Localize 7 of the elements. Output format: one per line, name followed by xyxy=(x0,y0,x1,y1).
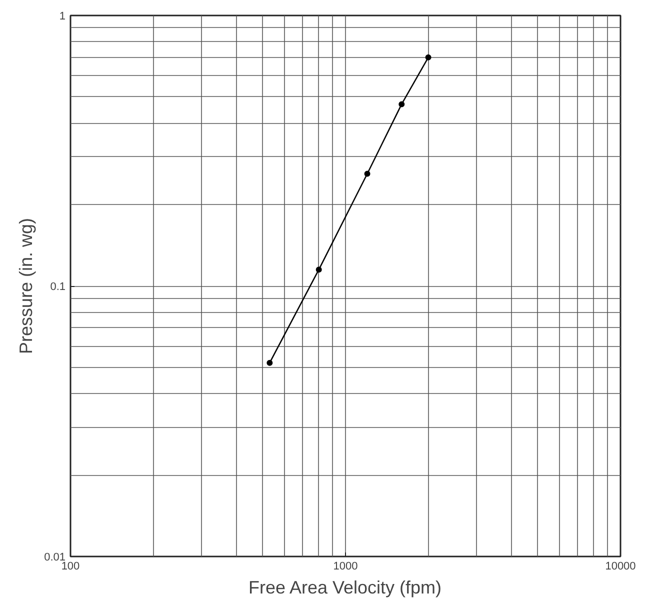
x-tick-label: 10000 xyxy=(605,560,636,572)
y-tick-label: 1 xyxy=(59,10,66,22)
y-tick-label: 0.1 xyxy=(50,281,66,293)
x-tick-label: 1000 xyxy=(333,560,358,572)
x-axis-title: Free Area Velocity (fpm) xyxy=(248,578,442,598)
y-axis-title: Pressure (in. wg) xyxy=(16,218,36,354)
x-tick-label: 100 xyxy=(61,560,80,572)
